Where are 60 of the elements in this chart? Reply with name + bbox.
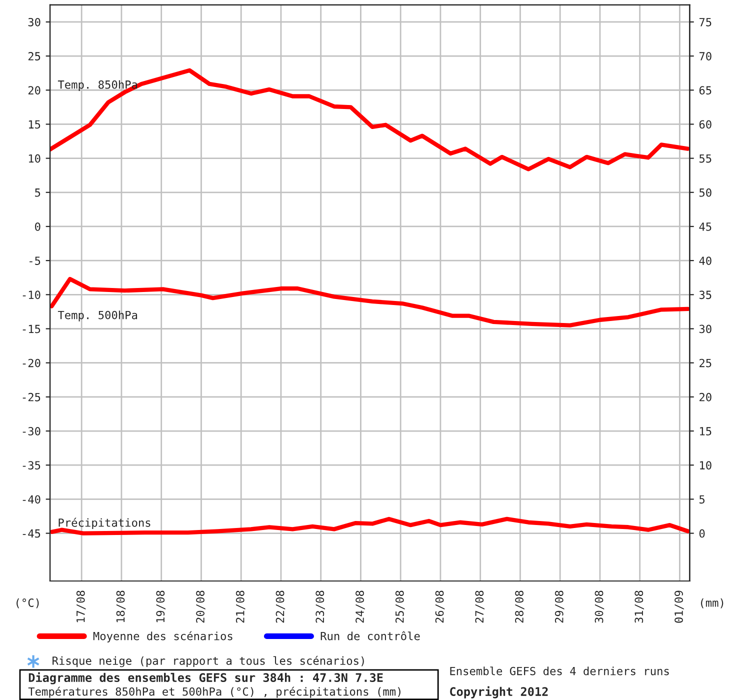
y-tick-label: -30 — [22, 427, 40, 436]
text: Températures 850hPa et 500hPa (°C) , précipitations (mm) — [28, 686, 400, 698]
x-tick-label: 28/08 — [515, 590, 524, 623]
text: Copyright 2012 — [450, 686, 548, 698]
y-tick-label: -45 — [22, 529, 40, 538]
x-tick-label: 23/08 — [316, 590, 325, 623]
legend-label: Moyenne des scénarios — [93, 631, 232, 642]
x-tick-label: 29/08 — [554, 590, 564, 623]
y2-tick-label: 45 — [699, 222, 712, 231]
y-tick-label: 20 — [28, 86, 40, 95]
y-tick-label: -5 — [30, 256, 40, 265]
y-tick-label: -20 — [22, 358, 40, 368]
y2-tick-label: 35 — [699, 290, 712, 300]
y2-tick-label: 70 — [699, 52, 712, 60]
x-tick-label: 24/08 — [356, 590, 365, 623]
text: Risque neige (par rapport a tous les scénarios) — [52, 656, 364, 668]
y-tick-label: 0 — [35, 222, 40, 231]
y2-tick-label: 30 — [699, 324, 712, 334]
x-tick-label: 22/08 — [276, 590, 286, 623]
y-tick-label: -40 — [22, 495, 40, 504]
y-tick-label: 15 — [28, 120, 40, 129]
y2-tick-label: 25 — [700, 358, 712, 368]
y2-tick-label: 15 — [700, 427, 712, 436]
text: Ensemble GEFS des 4 derniers runs — [450, 666, 669, 676]
x-tick-label: 19/08 — [156, 590, 166, 622]
x-tick-label: 31/08 — [634, 590, 644, 623]
y2-tick-label: 20 — [700, 392, 712, 402]
y-tick-label: 25 — [28, 52, 40, 60]
y-tick-label: 30 — [28, 18, 40, 26]
annotation: Temp. 850hPa — [58, 80, 138, 91]
y2-tick-label: 60 — [699, 120, 712, 129]
x-tick-label: 30/08 — [594, 590, 604, 623]
x-tick-label: 25/08 — [395, 590, 405, 623]
y-tick-label: 5 — [35, 188, 40, 197]
x-tick-label: 01/09 — [674, 590, 684, 623]
y-tick-label: -10 — [22, 290, 40, 300]
y-tick-label: -35 — [22, 461, 40, 470]
annotation: Précipitations — [58, 518, 150, 529]
annotation: Temp. 500hPa — [58, 310, 138, 322]
y-tick-label: 10 — [28, 154, 40, 163]
y2-tick-label: 10 — [700, 461, 712, 470]
x-tick-label: 26/08 — [435, 590, 445, 623]
x-tick-label: 17/08 — [76, 590, 86, 622]
x-tick-label: 18/08 — [116, 590, 126, 622]
y2-tick-label: 50 — [699, 188, 712, 197]
x-tick-label: 20/08 — [196, 590, 206, 623]
y2-axis-title: (mm) — [701, 598, 724, 608]
text: Diagramme des ensembles GEFS sur 384h : 47.3N 7.3E — [28, 672, 383, 684]
y-axis-title: (°C) — [16, 598, 39, 608]
y2-tick-label: 0 — [699, 529, 705, 538]
y-tick-label: -25 — [22, 392, 40, 402]
y2-tick-label: 55 — [699, 154, 712, 163]
x-tick-label: 27/08 — [475, 590, 484, 623]
legend-label: Run de contrôle — [320, 631, 420, 640]
y2-tick-label: 75 — [699, 18, 712, 26]
y2-tick-label: 65 — [699, 86, 712, 95]
y2-tick-label: 5 — [699, 495, 705, 504]
y2-tick-label: 40 — [699, 256, 712, 265]
x-tick-label: 21/08 — [236, 590, 246, 623]
y-tick-label: -15 — [22, 324, 40, 334]
